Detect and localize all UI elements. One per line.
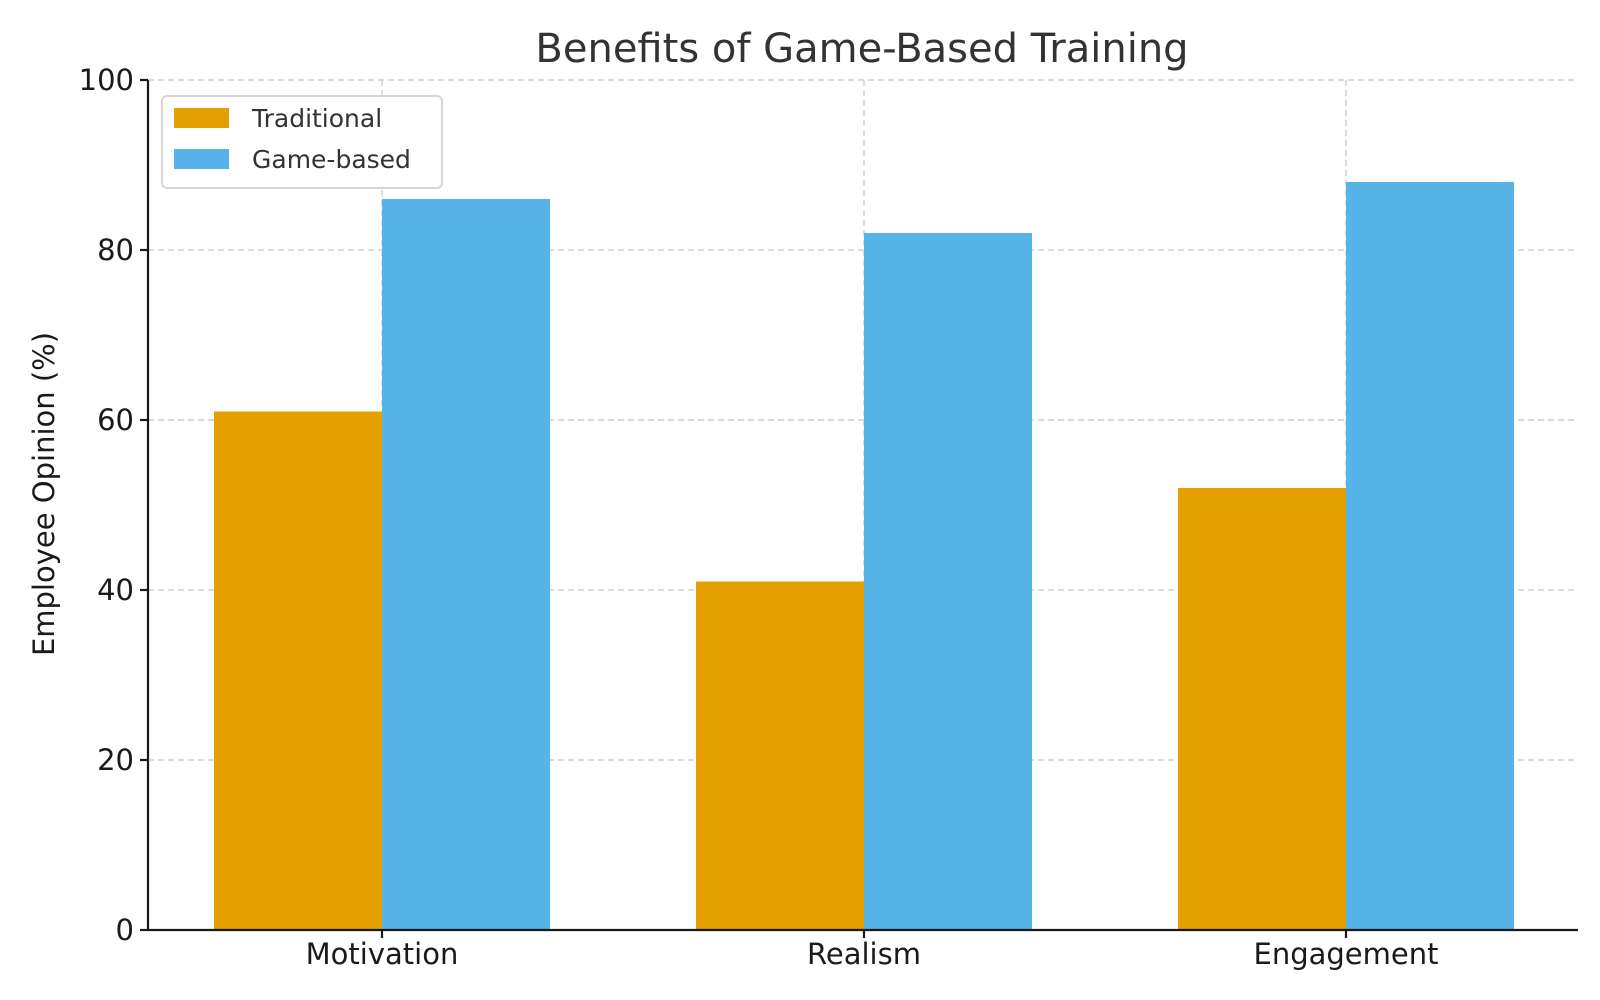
bars-layer [214,182,1514,930]
legend-label: Game-based [252,145,411,174]
bar-game-based-motivation [382,199,550,930]
chart-title: Benefits of Game-Based Training [535,26,1188,72]
legend: Traditional Game-based [161,95,443,189]
y-tick-label: 0 [116,913,134,947]
ticks-layer: 0 20 40 60 80 100 Motivation Realism Engagement [79,63,1439,971]
y-tick-label: 40 [97,573,134,607]
y-tick-label: 60 [97,403,134,437]
legend-label: Traditional [251,104,382,133]
legend-frame [161,95,443,189]
x-tick-label: Realism [807,937,921,971]
y-tick-label: 80 [97,233,134,267]
bar-traditional-realism [696,581,864,930]
bar-traditional-engagement [1178,488,1346,930]
bar-game-based-realism [864,233,1032,930]
y-axis-label: Employee Opinion (%) [27,332,61,656]
bar-traditional-motivation [214,411,382,930]
legend-swatch-game-based [174,149,229,169]
x-tick-label: Engagement [1254,937,1439,971]
y-tick-label: 20 [97,743,134,777]
bar-game-based-engagement [1346,182,1514,930]
x-tick-label: Motivation [306,937,459,971]
y-tick-label: 100 [79,63,134,97]
legend-swatch-traditional [174,108,229,128]
